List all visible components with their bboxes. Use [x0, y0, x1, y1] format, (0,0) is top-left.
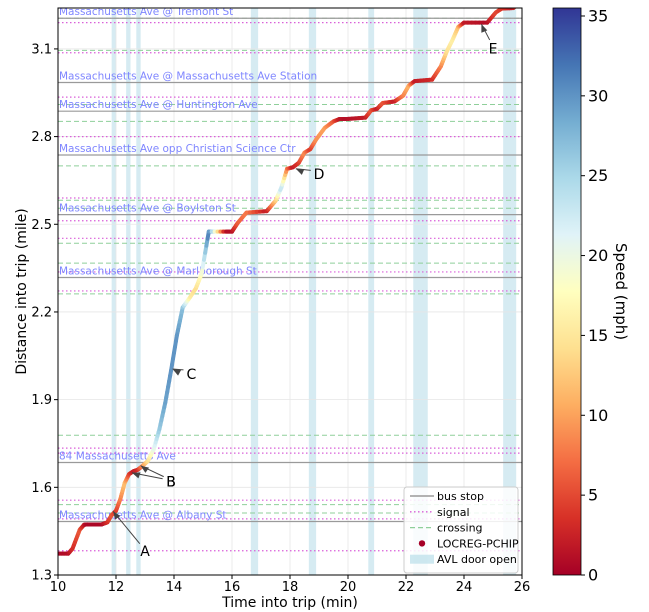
legend: bus stop signal crossing LOCREG-PCHIP AVL do… [403, 486, 519, 574]
bus-stop-label-1: 84 Massachusetts Ave [59, 450, 176, 462]
bus-stop-label-6: Massachusetts Ave @ Massachusetts Ave St… [59, 71, 317, 83]
annotation-label-C: C [187, 367, 197, 383]
annotation-label-B: B [166, 475, 176, 491]
door-open-band-6 [413, 8, 428, 575]
colorbar-tick-label-5: 25 [588, 166, 608, 185]
annotation-arrow-head-2 [140, 465, 150, 473]
trajectory-segment [519, 3, 520, 4]
trajectory-segment [521, 2, 522, 3]
legend-label-1: signal [437, 506, 470, 519]
y-tick-label-6: 3.1 [31, 42, 52, 57]
colorbar-tick-label-3: 15 [588, 326, 608, 345]
door-open-band-0 [111, 8, 116, 575]
x-tick-label-4: 18 [282, 580, 299, 595]
bus-stop-label-4: Massachusetts Ave opp Christian Science … [59, 143, 296, 155]
x-tick-label-7: 24 [456, 580, 473, 595]
legend-label-0: bus stop [437, 490, 484, 503]
x-axis-title: Time into trip (min) [221, 595, 358, 611]
x-tick-label-0: 10 [50, 580, 67, 595]
door-open-band-1 [126, 8, 131, 575]
annotation-arrow-head-4 [295, 168, 305, 175]
legend-box [403, 486, 519, 574]
colorbar-title: Speed (mph) [612, 243, 630, 340]
bus-stop-label-7: Massachusetts Ave @ Tremont St [59, 6, 233, 18]
x-tick-label-1: 12 [108, 580, 125, 595]
y-tick-label-4: 2.5 [31, 218, 52, 233]
annotation-arrow-head-1 [131, 472, 141, 479]
x-tick-label-2: 14 [166, 580, 183, 595]
legend-label-4: AVL door open [437, 553, 517, 566]
trajectory-segment [516, 5, 517, 6]
bus-stop-label-3: Massachusetts Ave @ Boylston St [59, 203, 236, 215]
legend-label-2: crossing [437, 522, 483, 535]
annotation-label-E: E [489, 41, 498, 57]
colorbar-tick-label-2: 10 [588, 406, 608, 425]
plot-area: Massachusetts Ave @ Albany St 84 Massachu… [58, 2, 522, 575]
colorbar-tick-label-1: 5 [588, 486, 598, 505]
annotation-arrow-head-5 [481, 24, 488, 33]
legend-swatch-marker [418, 540, 426, 547]
x-tick-label-8: 26 [514, 580, 531, 595]
y-tick-label-1: 1.6 [31, 481, 52, 496]
x-tick-label-3: 16 [224, 580, 241, 595]
annotation-label-A: A [140, 544, 150, 560]
colorbar-tick-label-7: 35 [588, 6, 608, 25]
y-tick-label-3: 2.2 [31, 305, 52, 320]
legend-label-3: LOCREG-PCHIP [437, 537, 519, 550]
x-tick-label-6: 22 [398, 580, 415, 595]
annotation-arrow-head-0 [113, 511, 121, 520]
trajectory-locreg-pchip [58, 2, 522, 556]
colorbar [552, 7, 582, 576]
annotation-arrow-line-3 [172, 368, 184, 371]
y-axis-title: Distance into trip (mile) [14, 208, 30, 374]
trajectory-segment [518, 4, 519, 5]
annotation-label-D: D [314, 167, 325, 183]
x-tick-label-5: 20 [340, 580, 357, 595]
annotation-arrow-head-3 [172, 368, 182, 376]
colorbar-tick-label-0: 0 [588, 566, 598, 585]
bus-stop-label-0: Massachusetts Ave @ Albany St [59, 510, 227, 522]
colorbar-tick-label-6: 30 [588, 86, 608, 105]
colorbar-tick-label-4: 20 [588, 246, 608, 265]
y-tick-label-5: 2.8 [31, 130, 52, 145]
legend-swatch-door-open [410, 554, 434, 564]
bus-stop-label-5: Massachusetts Ave @ Huntington Ave [59, 99, 258, 111]
y-tick-label-2: 1.9 [31, 393, 52, 408]
y-tick-label-0: 1.3 [31, 569, 52, 584]
annotation-label-B: B [166, 475, 176, 491]
door-open-band-4 [308, 8, 317, 575]
bus-stop-label-2: Massachusetts Ave @ Marlborough St [59, 265, 257, 277]
trajectory-segment [513, 8, 517, 9]
door-open-band-7 [503, 8, 517, 575]
